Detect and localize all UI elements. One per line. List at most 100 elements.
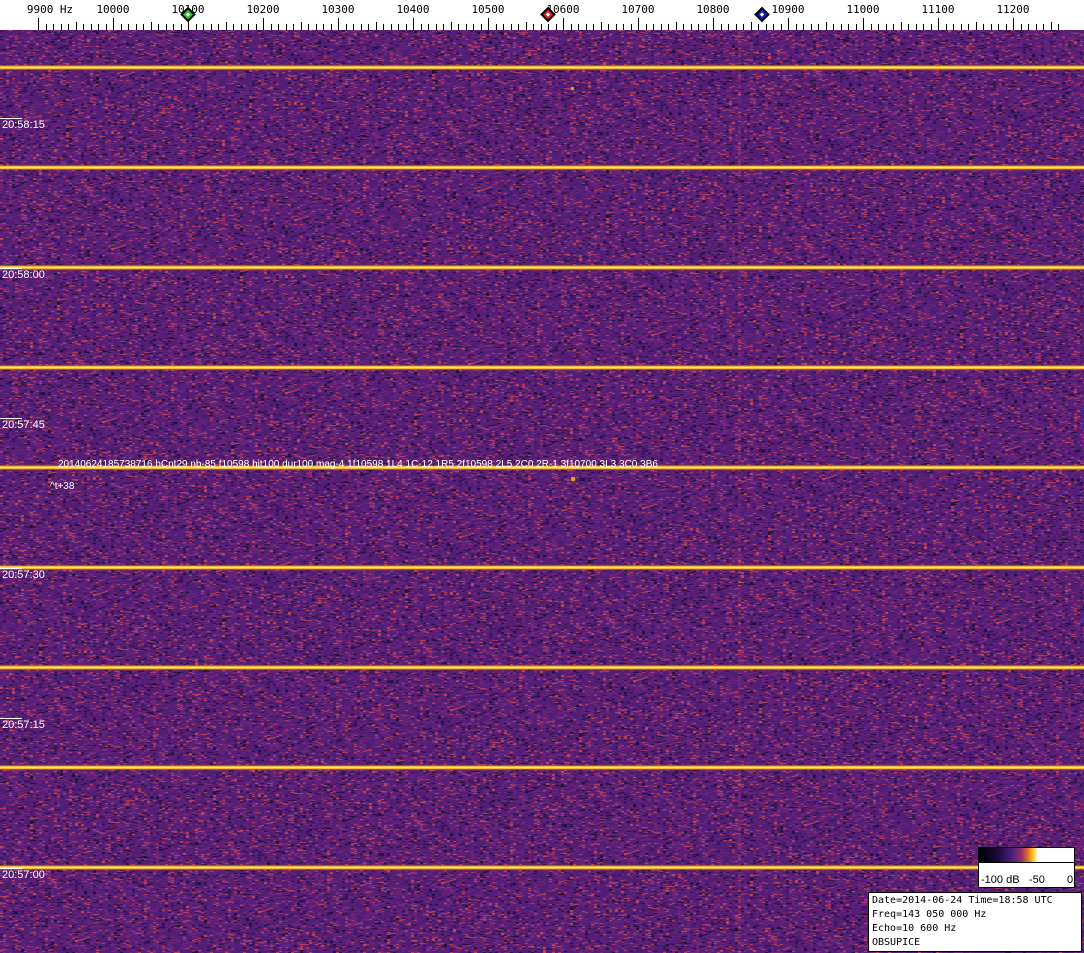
frequency-tick [983,24,984,30]
frequency-tick [683,24,684,30]
frequency-tick [803,24,804,30]
frequency-tick [45,24,47,30]
frequency-tick [503,24,504,30]
frequency-tick [458,24,459,30]
frequency-tick-label: 10200 [246,3,280,16]
frequency-tick [638,18,639,30]
frequency-tick [593,24,594,30]
frequency-tick [218,24,219,30]
frequency-tick [405,24,407,30]
time-tick-label: 20:58:15 [2,119,45,131]
frequency-tick [450,22,452,30]
frequency-tick [1028,24,1029,30]
frequency-tick [233,24,234,30]
frequency-tick [75,22,77,30]
frequency-tick [705,24,707,30]
frequency-tick [300,22,302,30]
frequency-tick-label: 10800 [696,3,730,16]
frequency-tick [878,24,879,30]
frequency-tick [930,24,932,30]
frequency-tick [818,24,819,30]
frequency-tick [158,24,159,30]
frequency-tick [173,24,174,30]
time-tick-label: 20:57:30 [2,569,45,581]
frequency-tick [600,22,602,30]
frequency-tick [570,24,572,30]
frequency-tick [188,18,189,30]
frequency-tick [660,24,662,30]
frequency-tick [128,24,129,30]
frequency-tick [338,18,339,30]
frequency-tick [210,24,212,30]
frequency-tick [998,24,999,30]
color-scale-legend: -100 dB -50 0 [978,847,1075,888]
frequency-tick-label: 10000 [96,3,130,16]
frequency-tick [848,24,849,30]
info-date-time: Date=2014-06-24 Time=18:58 UTC [872,895,1053,906]
frequency-tick-label: 11100 [921,3,955,16]
frequency-tick [788,18,789,30]
frequency-tick [525,22,527,30]
frequency-tick [488,18,489,30]
frequency-tick [795,24,797,30]
frequency-tick [945,24,947,30]
info-box: Date=2014-06-24 Time=18:58 UTC Freq=143 … [868,892,1082,952]
frequency-tick-label: 10700 [621,3,655,16]
time-tick-label: 20:58:00 [2,269,45,281]
frequency-tick [315,24,317,30]
frequency-tick [255,24,257,30]
time-tick [0,568,22,569]
frequency-tick [98,24,99,30]
frequency-tick [375,22,377,30]
frequency-tick [975,22,977,30]
frequency-tick-label: 10900 [771,3,805,16]
frequency-tick [960,24,962,30]
frequency-tick [308,24,309,30]
frequency-tick-label: 11000 [846,3,880,16]
frequency-tick [548,24,549,30]
frequency-tick [1035,24,1037,30]
frequency-tick [398,24,399,30]
frequency-tick [735,24,737,30]
color-scale-ticks [979,862,1074,872]
frequency-tick [150,22,152,30]
frequency-tick [893,24,894,30]
time-tick [0,268,22,269]
frequency-tick-label: 11200 [996,3,1030,16]
frequency-tick [345,24,347,30]
frequency-tick [698,24,699,30]
time-tick-label: 20:57:15 [2,719,45,731]
frequency-tick [825,22,827,30]
frequency-tick [908,24,909,30]
frequency-tick [90,24,92,30]
frequency-tick [720,24,722,30]
frequency-axis: 9900 Hz100001010010200103001040010500106… [0,0,1084,30]
frequency-tick [923,24,924,30]
frequency-tick [413,18,414,30]
frequency-tick-label: 10300 [321,3,355,16]
frequency-tick [968,24,969,30]
frequency-tick [293,24,294,30]
time-tick [0,868,22,869]
frequency-marker[interactable] [753,6,770,23]
frequency-tick [240,24,242,30]
frequency-tick [533,24,534,30]
frequency-tick [765,24,767,30]
frequency-tick [38,18,39,30]
frequency-tick [195,24,197,30]
frequency-tick [743,24,744,30]
frequency-tick [428,24,429,30]
frequency-tick [915,24,917,30]
frequency-tick [675,22,677,30]
colorscale-label-max: 0 [1067,874,1074,886]
frequency-tick [758,24,759,30]
frequency-tick [780,24,782,30]
frequency-tick [135,24,137,30]
frequency-tick [863,18,864,30]
colorscale-label-mid: -50 [1029,874,1045,886]
frequency-tick [1058,24,1059,30]
frequency-tick [953,24,954,30]
frequency-tick [1043,24,1044,30]
time-tick-label: 20:57:00 [2,869,45,881]
frequency-tick [1020,24,1022,30]
